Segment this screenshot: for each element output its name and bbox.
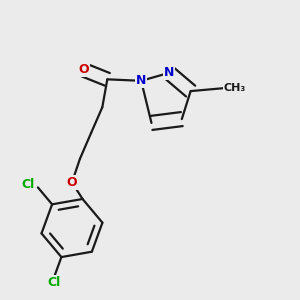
Text: N: N bbox=[136, 74, 146, 87]
Text: N: N bbox=[164, 66, 174, 80]
Text: O: O bbox=[78, 63, 89, 76]
Text: O: O bbox=[67, 176, 77, 189]
Text: CH₃: CH₃ bbox=[224, 83, 246, 93]
Text: Cl: Cl bbox=[47, 276, 61, 289]
Text: Cl: Cl bbox=[22, 178, 35, 191]
